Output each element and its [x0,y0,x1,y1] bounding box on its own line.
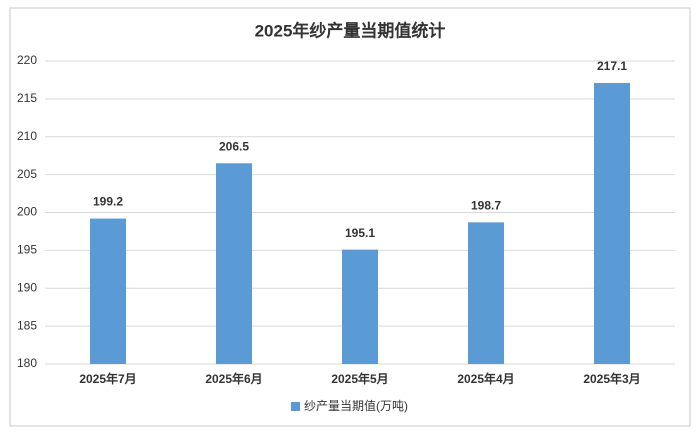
x-tick-label: 2025年6月 [205,371,262,386]
y-tick-label: 190 [17,280,37,294]
y-tick-label: 185 [17,318,37,332]
bar [90,218,126,364]
bar [594,82,630,364]
x-tick-label: 2025年4月 [457,371,514,386]
x-tick-label: 2025年7月 [79,371,136,386]
chart-title: 2025年纱产量当期值统计 [255,20,446,40]
bar [468,222,504,364]
bar [216,163,252,364]
y-tick-label: 210 [17,129,37,143]
legend-swatch [291,402,300,411]
value-label: 199.2 [93,195,123,209]
bar [342,249,378,364]
y-tick-label: 180 [17,356,37,370]
value-label: 217.1 [597,59,627,73]
y-tick-label: 215 [17,91,37,105]
y-tick-label: 205 [17,167,37,181]
x-tick-label: 2025年5月 [331,371,388,386]
y-tick-label: 220 [17,53,37,67]
value-label: 195.1 [345,226,375,240]
legend-label: 纱产量当期值(万吨) [304,398,408,413]
y-tick-label: 195 [17,243,37,257]
value-label: 206.5 [219,139,249,153]
x-tick-label: 2025年3月 [583,371,640,386]
value-label: 198.7 [471,199,501,213]
y-tick-label: 200 [17,205,37,219]
